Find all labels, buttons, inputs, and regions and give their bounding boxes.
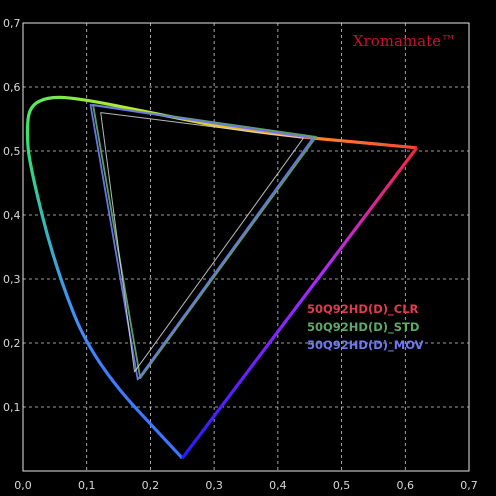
x-tick-label: 0,7 [460,479,478,492]
legend-entry-std: 50Q92HD(D)_STD [307,320,419,335]
x-tick-label: 0,5 [333,479,351,492]
purple-line [181,146,419,460]
legend: 50Q92HD(D)_CLR 50Q92HD(D)_STD 50Q92HD(D)… [307,302,424,353]
x-tick-label: 0,1 [78,479,96,492]
y-tick-label: 0,1 [3,401,21,414]
x-tick-label: 0,4 [269,479,287,492]
gamut-triangle-std [92,104,317,380]
plot-frame [22,22,470,472]
y-tick-label: 0,3 [3,273,21,286]
y-tick-label: 0,5 [3,145,21,158]
x-tick-label: 0,3 [205,479,223,492]
x-tick-label: 0,0 [14,479,32,492]
y-tick-label: 0,2 [3,337,21,350]
axis-ticks: 0,0 0,1 0,2 0,3 0,4 0,5 0,6 0,7 0,1 0,2 0,3 0,4 0,5 0… [3,17,478,492]
gamut-triangles [89,104,317,381]
x-tick-label: 0,6 [397,479,415,492]
y-tick-label: 0,7 [3,17,21,30]
y-tick-label: 0,6 [3,81,21,94]
gamut-triangle-reference [100,112,304,373]
x-tick-label: 0,2 [142,479,160,492]
gamut-triangle-mov [89,104,314,381]
y-tick-label: 0,4 [3,209,21,222]
legend-entry-clr: 50Q92HD(D)_CLR [307,302,419,317]
legend-entry-mov: 50Q92HD(D)_MOV [307,338,424,353]
brand-logo: Xromamate™ [353,32,456,50]
